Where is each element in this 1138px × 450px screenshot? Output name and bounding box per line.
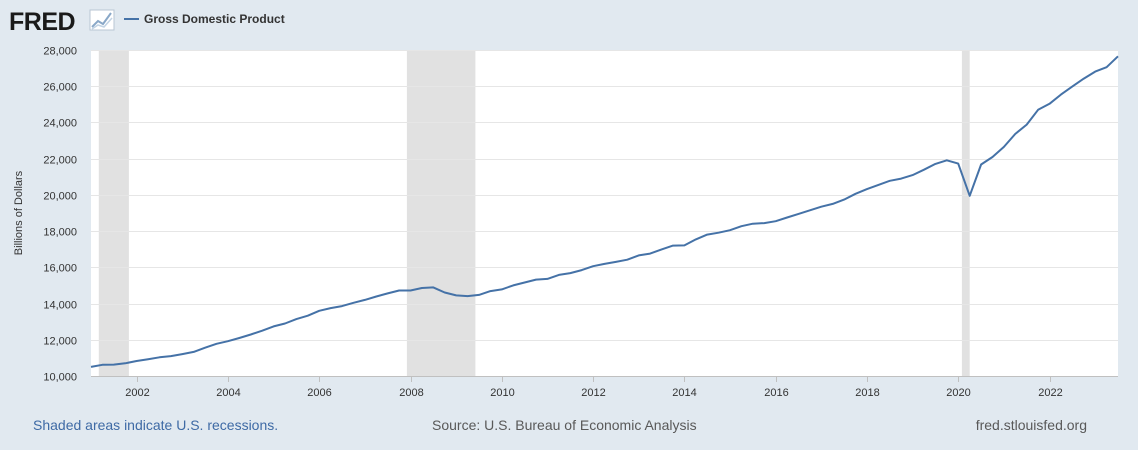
y-tick-label: 28,000 xyxy=(43,46,77,58)
x-tick-label: 2022 xyxy=(1038,387,1062,399)
x-tick-label: 2014 xyxy=(672,387,696,399)
x-tick-label: 2008 xyxy=(399,387,423,399)
y-tick-label: 18,000 xyxy=(43,227,77,239)
fred-logo-graph-icon xyxy=(89,9,115,31)
x-tick-label: 2010 xyxy=(490,387,514,399)
legend[interactable]: Gross Domestic Product xyxy=(124,12,285,26)
x-tick-label: 2012 xyxy=(581,387,605,399)
y-axis-ticks: 10,000 12,000 14,000 16,000 18,000 20,000 22,0… xyxy=(43,46,77,384)
x-tick-label: 2004 xyxy=(216,387,240,399)
source-text: Source: U.S. Bureau of Economic Analysis xyxy=(432,417,697,433)
recession-bands xyxy=(98,50,970,376)
recession-band-2 xyxy=(961,50,970,376)
x-tick-label: 2018 xyxy=(855,387,879,399)
x-axis-ticks: 2002 2004 2006 2008 2010 2012 2014 2016 2018 2020… xyxy=(125,376,1063,399)
y-tick-label: 20,000 xyxy=(43,191,77,203)
recession-note[interactable]: Shaded areas indicate U.S. recessions. xyxy=(33,417,279,433)
x-tick-label: 2020 xyxy=(946,387,970,399)
gdp-series-line[interactable] xyxy=(90,55,1119,368)
legend-label: Gross Domestic Product xyxy=(144,12,285,26)
gridlines xyxy=(91,50,1118,341)
recession-band-0 xyxy=(98,50,129,376)
y-tick-label: 16,000 xyxy=(43,263,77,275)
fred-logo[interactable]: FRED xyxy=(9,8,115,36)
x-tick-label: 2002 xyxy=(125,387,149,399)
y-tick-label: 24,000 xyxy=(43,118,77,130)
y-tick-label: 12,000 xyxy=(43,336,77,348)
fred-logo-text: FRED xyxy=(9,8,75,36)
y-tick-label: 22,000 xyxy=(43,155,77,167)
y-tick-label: 10,000 xyxy=(43,372,77,384)
recession-band-1 xyxy=(406,50,476,376)
y-tick-label: 26,000 xyxy=(43,82,77,94)
plot-area xyxy=(91,50,1118,376)
x-tick-label: 2006 xyxy=(307,387,331,399)
site-link[interactable]: fred.stlouisfed.org xyxy=(975,417,1087,433)
y-axis-label: Billions of Dollars xyxy=(13,170,25,255)
y-tick-label: 14,000 xyxy=(43,300,77,312)
x-tick-label: 2016 xyxy=(764,387,788,399)
